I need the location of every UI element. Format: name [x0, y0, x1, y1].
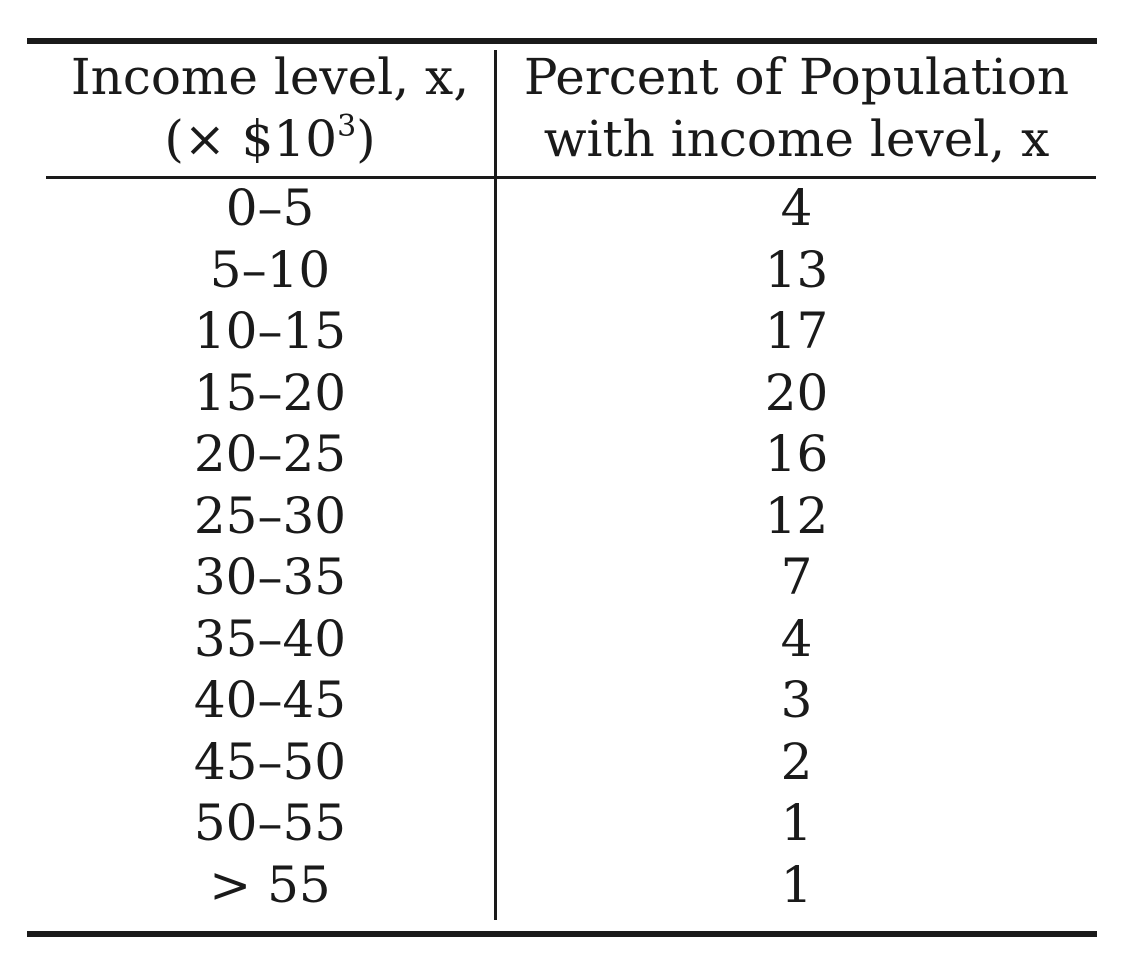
table-top-rule	[27, 38, 1097, 44]
income-cell: 25–30	[193, 486, 347, 545]
table-row: 20–25 16	[0, 424, 1134, 486]
table-row: 5–10 13	[0, 240, 1134, 302]
percent-cell: 2	[780, 732, 813, 791]
table-column-divider	[494, 50, 497, 920]
table-bottom-rule	[27, 931, 1097, 937]
percent-cell: 20	[764, 363, 829, 422]
income-cell: 0–5	[225, 179, 315, 237]
income-cell: 35–40	[193, 609, 347, 668]
income-cell: 50–55	[193, 794, 347, 852]
table-row: 50–55 1	[0, 793, 1134, 855]
header-income-line2: (× $103)	[46, 108, 494, 170]
income-cell: > 55	[209, 855, 331, 914]
table-row: 0–5 4	[0, 178, 1134, 240]
percent-cell: 7	[780, 548, 813, 606]
percent-cell: 1	[780, 794, 813, 852]
income-cell: 20–25	[193, 425, 347, 483]
percent-cell: 16	[764, 425, 829, 483]
table-row: 10–15 17	[0, 301, 1134, 363]
header-income-unit-suffix: )	[356, 110, 376, 168]
income-cell: 5–10	[209, 240, 331, 299]
table-row: > 55 1	[0, 855, 1134, 917]
percent-cell: 13	[764, 240, 829, 299]
table-header-rule	[46, 176, 1096, 179]
header-percent-line1: Percent of Population	[523, 48, 1070, 106]
percent-cell: 17	[764, 302, 829, 360]
header-income-level: Income level, x, (× $103)	[46, 46, 494, 170]
percent-cell: 3	[780, 671, 813, 729]
percent-cell: 1	[780, 855, 813, 914]
income-cell: 40–45	[193, 671, 347, 729]
table-row: 35–40 4	[0, 609, 1134, 671]
table-row: 15–20 20	[0, 363, 1134, 425]
header-income-line1: Income level, x,	[70, 48, 470, 106]
header-income-unit-prefix: (× $10	[164, 110, 338, 168]
income-cell: 30–35	[193, 548, 347, 606]
table-row: 45–50 2	[0, 732, 1134, 794]
header-income-unit-exponent: 3	[337, 109, 357, 144]
table-row: 25–30 12	[0, 486, 1134, 548]
table-row: 40–45 3	[0, 670, 1134, 732]
income-cell: 45–50	[193, 732, 347, 791]
income-cell: 10–15	[193, 302, 347, 360]
percent-cell: 12	[764, 486, 829, 545]
header-percent-population: Percent of Population with income level,…	[497, 46, 1096, 170]
header-percent-line2: with income level, x	[543, 110, 1050, 168]
percent-cell: 4	[780, 179, 813, 237]
income-cell: 15–20	[193, 363, 347, 422]
table-body: 0–5 4 5–10 13 10–15 17 15–20 20 20–25 16…	[0, 178, 1134, 916]
percent-cell: 4	[780, 609, 813, 668]
table-row: 30–35 7	[0, 547, 1134, 609]
